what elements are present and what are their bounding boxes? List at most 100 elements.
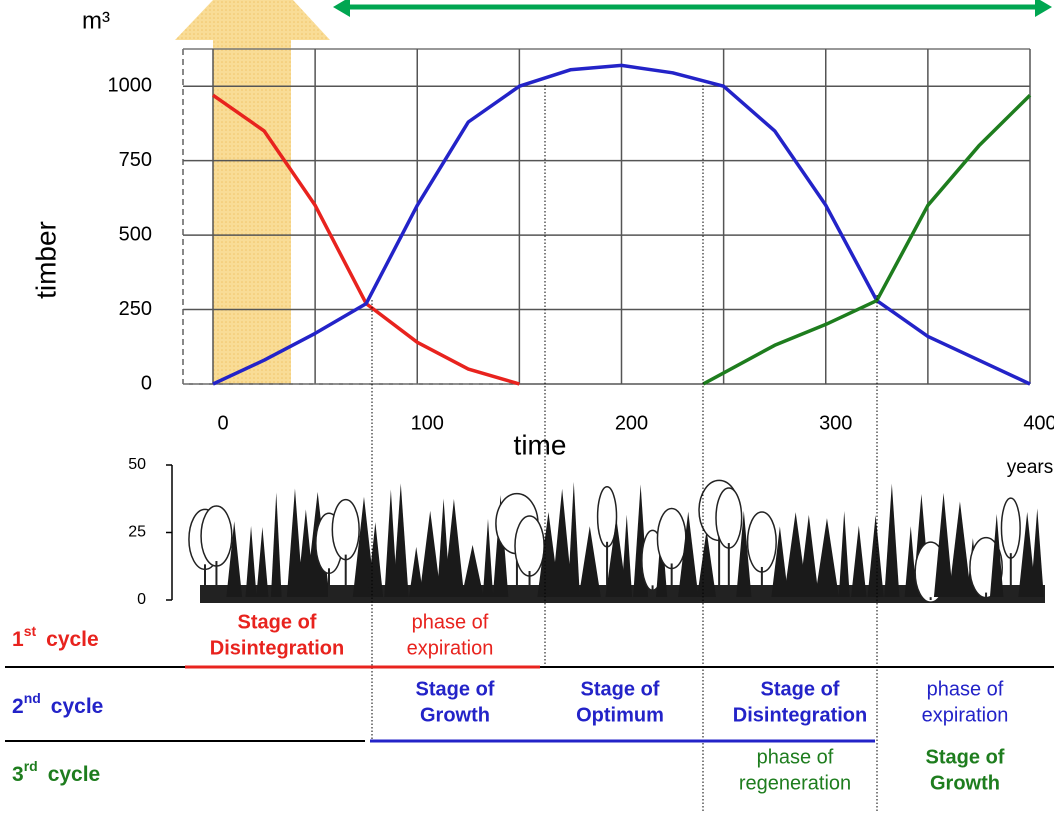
tree <box>492 495 509 597</box>
tree <box>1018 511 1037 597</box>
cycle-suffix: nd <box>24 690 41 706</box>
stage-text: Stage of <box>926 746 1005 768</box>
height-tick-label: 50 <box>128 456 146 473</box>
highlight-band <box>213 40 291 384</box>
tree <box>798 514 819 597</box>
tree <box>815 518 839 597</box>
tree <box>367 522 384 597</box>
tree <box>286 488 304 597</box>
stage-text: Stage of <box>581 678 660 700</box>
tree <box>736 510 752 597</box>
cycle-name: cycle <box>48 763 101 786</box>
tree <box>482 518 494 597</box>
cycle-ordinal: 3 <box>12 763 24 786</box>
tree <box>989 513 1004 597</box>
height-tick-label: 25 <box>128 524 146 541</box>
tree <box>270 492 282 597</box>
stage-text: Stage of <box>238 611 317 633</box>
stage-text: phase of <box>757 746 834 768</box>
tree <box>392 483 409 597</box>
cycle-label: 2nd cycle <box>12 690 103 718</box>
cycle-label: 3rd cycle <box>12 758 100 786</box>
tree <box>226 521 243 597</box>
tree <box>1030 508 1044 597</box>
tree <box>245 526 257 597</box>
tree <box>851 525 867 597</box>
height-tick-label: 0 <box>137 591 146 608</box>
series-line <box>702 93 1032 386</box>
series-line <box>212 63 1031 386</box>
x-label: time <box>514 429 567 460</box>
stage-text: phase of <box>412 611 489 633</box>
cycle-suffix: rd <box>24 758 38 774</box>
tree <box>746 511 777 573</box>
stage-text: Optimum <box>576 704 664 726</box>
tree <box>838 510 850 597</box>
tree <box>933 492 954 597</box>
x-tick-label: 400 <box>1023 412 1054 434</box>
stage-text: phase of <box>927 678 1004 700</box>
tree <box>678 511 699 597</box>
tree <box>948 501 972 597</box>
stage-text: regeneration <box>739 772 851 794</box>
plot <box>211 63 1032 386</box>
tree <box>352 496 376 597</box>
tree <box>331 498 360 561</box>
stage-text: expiration <box>407 637 494 659</box>
tree <box>200 505 233 567</box>
y-tick-label: 750 <box>119 149 152 171</box>
forest: 0 25 50 <box>128 456 1045 608</box>
stage-text: Disintegration <box>733 704 867 726</box>
x-tick-label: 300 <box>819 412 852 434</box>
stage-text: expiration <box>922 704 1009 726</box>
tree <box>443 498 465 597</box>
cycle-name: cycle <box>46 628 99 651</box>
y-tick-label: 250 <box>119 298 152 320</box>
tree <box>605 517 628 597</box>
tree <box>461 544 484 597</box>
stage-text: Stage of <box>416 678 495 700</box>
dividers <box>5 85 1054 813</box>
tree <box>771 526 789 597</box>
tree <box>1000 497 1021 559</box>
y-unit: m³ <box>82 7 110 34</box>
stage-text: Stage of <box>761 678 840 700</box>
tree <box>884 483 900 597</box>
cycle-ordinal: 2 <box>12 695 24 718</box>
tree <box>904 526 917 597</box>
y-tick-label: 1000 <box>108 75 153 97</box>
tree <box>408 546 424 597</box>
highlight-arrow <box>175 0 330 40</box>
decor <box>175 0 1052 384</box>
tree <box>567 481 580 597</box>
cycle-name: cycle <box>51 695 104 718</box>
stage-text: Growth <box>930 772 1000 794</box>
tree <box>621 514 633 597</box>
tree <box>256 527 269 597</box>
tree <box>656 507 687 570</box>
tree <box>867 515 884 597</box>
y-tick-label: 0 <box>141 372 152 394</box>
y-tick-label: 500 <box>119 223 152 245</box>
tree <box>578 526 601 597</box>
tree <box>551 488 573 597</box>
tree <box>514 515 545 577</box>
x-tick-label: 200 <box>615 412 648 434</box>
y-label: timber <box>30 221 61 299</box>
tree <box>697 530 717 597</box>
tree <box>715 487 743 549</box>
tree <box>419 510 442 597</box>
x-unit: years <box>1007 457 1053 478</box>
stage-text: Growth <box>420 704 490 726</box>
tree <box>384 489 398 597</box>
cycle-label: 1st cycle <box>12 623 99 651</box>
x-tick-label: 100 <box>411 412 444 434</box>
arrow-head <box>333 0 350 17</box>
cycle-ordinal: 1 <box>12 628 24 651</box>
stage-text: Disintegration <box>210 637 344 659</box>
x-tick-label: 0 <box>217 412 228 434</box>
cycle-suffix: st <box>24 623 37 639</box>
arrow-head <box>1035 0 1052 17</box>
